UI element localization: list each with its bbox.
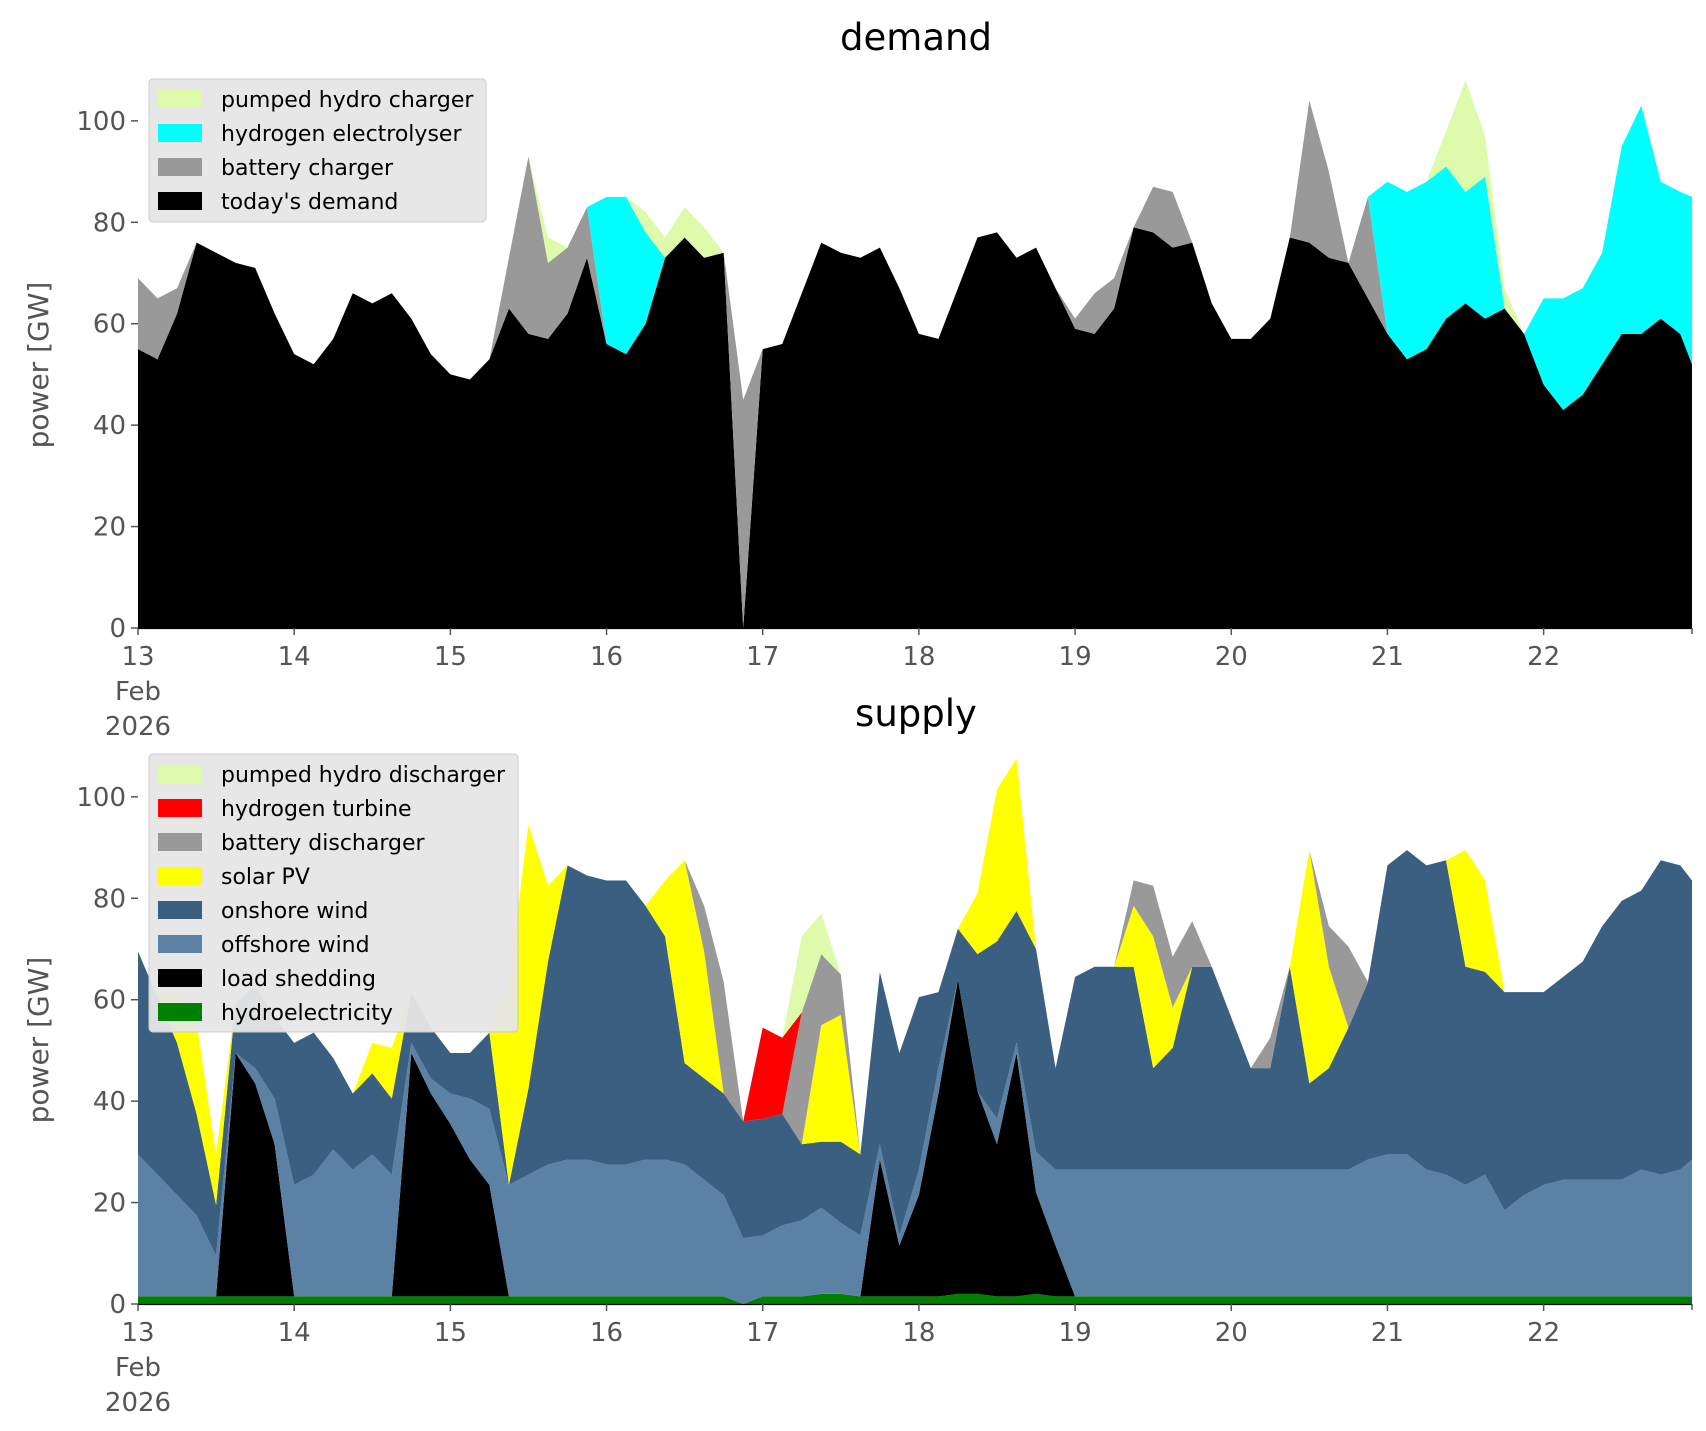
demand-x-tick-label: 16: [590, 642, 623, 672]
supply-area-load-shedding: [138, 979, 1692, 1304]
supply-x-tick-label: 22: [1527, 1318, 1560, 1348]
supply-y-tick-label: 0: [109, 1290, 126, 1320]
supply-y-tick-label: 80: [93, 884, 126, 914]
demand-areas: [138, 80, 1692, 629]
demand-area-today-s-demand: [138, 227, 1692, 628]
demand-x-tick-label: 15: [434, 642, 467, 672]
supply-axes: 13 Feb 2026 14 15 16 17 18 19 20 21 22 0 20 40 60 80 100: [76, 783, 1693, 1418]
supply-x-tick-label: 18: [902, 1318, 935, 1348]
supply-legend-box: [148, 753, 519, 1033]
supply-legend-swatch-hydrogen-turbine: [158, 799, 202, 817]
supply-legend: pumped hydro discharger hydrogen turbine b…: [148, 753, 519, 1033]
demand-x-tick-label: 2026: [105, 712, 171, 742]
demand-axes: 13 Feb 2026 14 15 16 17 18 19 20 21 22 0 20 40 60 80 100: [76, 107, 1693, 742]
supply-legend-swatch-offshore-wind: [158, 935, 202, 953]
supply-legend-swatch-battery-discharger: [158, 833, 202, 851]
demand-legend-swatch-battery-charger: [158, 158, 202, 176]
supply-areas: [138, 758, 1692, 1304]
demand-chart-title: demand: [840, 16, 992, 59]
demand-legend-label-pumped-hydro-charger: pumped hydro charger: [221, 88, 474, 113]
demand-legend-label-hydrogen-electrolyser: hydrogen electrolyser: [221, 122, 462, 147]
supply-legend-swatch-onshore-wind: [158, 901, 202, 919]
supply-legend-label-offshore-wind: offshore wind: [221, 933, 370, 958]
supply-legend-label-hydroelectricity: hydroelectricity: [221, 1001, 393, 1026]
demand-x-tick-label: 18: [902, 642, 935, 672]
demand-x-tick-label: Feb: [115, 677, 161, 707]
demand-legend-label-battery-charger: battery charger: [221, 156, 394, 181]
demand-x-tick-label: 19: [1059, 642, 1092, 672]
demand-x-tick-label: 14: [278, 642, 311, 672]
supply-legend-swatch-load-shedding: [158, 969, 202, 987]
supply-area-solar-pv: [138, 758, 1692, 1206]
supply-area-onshore-wind: [138, 850, 1692, 1256]
supply-y-tick-label: 60: [93, 986, 126, 1016]
demand-x-tick-label: 21: [1371, 642, 1404, 672]
demand-x-tick-label: 22: [1527, 642, 1560, 672]
demand-x-tick-label: 17: [746, 642, 779, 672]
demand-legend-swatch-hydrogen-electrolyser: [158, 124, 202, 142]
demand-chart: demand power [GW] 13 Feb 2026 14 15 16 17 18 19 2…: [22, 16, 1693, 742]
supply-area-offshore-wind: [138, 979, 1692, 1304]
supply-y-tick-label: 100: [76, 783, 126, 813]
supply-x-tick-label: Feb: [115, 1353, 161, 1383]
supply-legend-swatch-hydroelectricity: [158, 1003, 202, 1021]
supply-x-tick-label: 17: [746, 1318, 779, 1348]
demand-y-tick-label: 80: [93, 208, 126, 238]
supply-chart: supply power [GW] 13 Feb 2026 14 15 16 17 18 19 2…: [22, 692, 1693, 1418]
supply-legend-label-onshore-wind: onshore wind: [221, 899, 368, 924]
supply-legend-swatch-pumped-hydro-discharger: [158, 765, 202, 783]
demand-legend-label-today-s-demand: today's demand: [221, 190, 398, 215]
demand-y-tick-label: 100: [76, 107, 126, 137]
demand-legend: pumped hydro charger hydrogen electrolyse…: [148, 78, 487, 223]
supply-legend-label-hydrogen-turbine: hydrogen turbine: [221, 797, 412, 822]
demand-legend-box: [148, 78, 487, 223]
demand-area-battery-charger: [138, 100, 1692, 629]
supply-x-tick-label: 16: [590, 1318, 623, 1348]
demand-legend-swatch-pumped-hydro-charger: [158, 90, 202, 108]
demand-y-tick-label: 40: [93, 411, 126, 441]
demand-y-tick-label: 0: [109, 614, 126, 644]
supply-legend-swatch-solar-pv: [158, 867, 202, 885]
demand-area-hydrogen-electrolyser: [138, 100, 1692, 410]
supply-legend-label-solar-pv: solar PV: [221, 865, 310, 890]
demand-y-tick-label: 60: [93, 310, 126, 340]
supply-x-tick-label: 21: [1371, 1318, 1404, 1348]
supply-x-tick-label: 2026: [105, 1388, 171, 1418]
demand-x-tick-label: 20: [1215, 642, 1248, 672]
supply-y-axis-label: power [GW]: [22, 957, 55, 1124]
supply-legend-label-load-shedding: load shedding: [221, 967, 376, 992]
supply-y-tick-label: 40: [93, 1087, 126, 1117]
supply-x-tick-label: 15: [434, 1318, 467, 1348]
supply-x-tick-label: 13: [121, 1318, 154, 1348]
supply-chart-title: supply: [855, 692, 977, 735]
demand-y-axis-label: power [GW]: [22, 282, 55, 449]
demand-y-tick-label: 20: [93, 513, 126, 543]
supply-legend-label-pumped-hydro-discharger: pumped hydro discharger: [221, 763, 506, 788]
demand-x-tick-label: 13: [121, 642, 154, 672]
supply-y-tick-label: 20: [93, 1189, 126, 1219]
demand-legend-swatch-today-s-demand: [158, 192, 202, 210]
supply-x-tick-label: 19: [1059, 1318, 1092, 1348]
supply-x-tick-label: 14: [278, 1318, 311, 1348]
supply-x-tick-label: 20: [1215, 1318, 1248, 1348]
supply-legend-label-battery-discharger: battery discharger: [221, 831, 426, 856]
